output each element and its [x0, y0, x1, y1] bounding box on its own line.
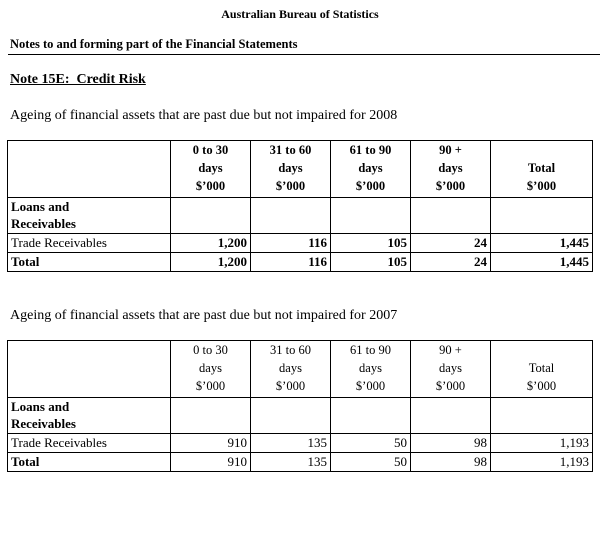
- table-row-total: Total 910 135 50 98 1,193: [7, 452, 593, 472]
- value-cell: 105: [330, 252, 411, 272]
- value-cell: 1,200: [170, 252, 251, 272]
- value-cell: 1,445: [490, 233, 593, 253]
- ageing-table-2007: 0 to 30 days $’000 31 to 60 days $’000 6…: [7, 340, 593, 472]
- column-header-0-30-days: 0 to 30 days $’000: [170, 140, 251, 198]
- column-header-total: Total $’000: [490, 340, 593, 398]
- empty-cell: [170, 197, 251, 234]
- value-cell: 116: [250, 252, 331, 272]
- value-cell: 98: [410, 452, 491, 472]
- value-cell: 98: [410, 433, 491, 453]
- table-row-total: Total 1,200 116 105 24 1,445: [7, 252, 593, 272]
- value-cell: 910: [170, 433, 251, 453]
- table-row-trade-receivables: Trade Receivables 1,200 116 105 24 1,445: [7, 233, 593, 253]
- column-header-90-plus-days: 90 + days $’000: [410, 140, 491, 198]
- empty-cell: [250, 397, 331, 434]
- empty-cell: [490, 397, 593, 434]
- column-header-31-60-days: 31 to 60 days $’000: [250, 340, 331, 398]
- empty-corner-cell: [7, 140, 171, 198]
- empty-cell: [410, 397, 491, 434]
- value-cell: 24: [410, 233, 491, 253]
- note-title-text: Note 15E: Credit Risk: [10, 72, 146, 87]
- org-title: Australian Bureau of Statistics: [221, 7, 379, 21]
- column-header-0-30-days: 0 to 30 days $’000: [170, 340, 251, 398]
- row-label-loans-and-receivables: Loans and Receivables: [7, 397, 171, 434]
- column-header-31-60-days: 31 to 60 days $’000: [250, 140, 331, 198]
- doc-header: Notes to and forming part of the Financi…: [8, 37, 600, 55]
- value-cell: 50: [330, 433, 411, 453]
- ageing-table-2008: 0 to 30 days $’000 31 to 60 days $’000 6…: [7, 140, 593, 272]
- value-cell: 24: [410, 252, 491, 272]
- row-label-trade-receivables: Trade Receivables: [7, 233, 171, 253]
- value-cell: 116: [250, 233, 331, 253]
- column-header-61-90-days: 61 to 90 days $’000: [330, 140, 411, 198]
- empty-corner-cell: [7, 340, 171, 398]
- table-header-row: 0 to 30 days $’000 31 to 60 days $’000 6…: [7, 140, 593, 198]
- empty-cell: [330, 197, 411, 234]
- table-header-row: 0 to 30 days $’000 31 to 60 days $’000 6…: [7, 340, 593, 398]
- row-label-trade-receivables: Trade Receivables: [7, 433, 171, 453]
- value-cell: 135: [250, 452, 331, 472]
- table-caption-2007: Ageing of financial assets that are past…: [10, 308, 398, 323]
- group-row-loans-and-receivables: Loans and Receivables: [7, 197, 593, 234]
- row-label-total: Total: [7, 452, 171, 472]
- column-header-90-plus-days: 90 + days $’000: [410, 340, 491, 398]
- value-cell: 1,193: [490, 452, 593, 472]
- empty-cell: [330, 397, 411, 434]
- group-row-loans-and-receivables: Loans and Receivables: [7, 397, 593, 434]
- table-caption-2008: Ageing of financial assets that are past…: [10, 108, 398, 123]
- empty-cell: [410, 197, 491, 234]
- column-header-total: Total $’000: [490, 140, 593, 198]
- table-row-trade-receivables: Trade Receivables 910 135 50 98 1,193: [7, 433, 593, 453]
- empty-cell: [170, 397, 251, 434]
- value-cell: 105: [330, 233, 411, 253]
- empty-cell: [250, 197, 331, 234]
- row-label-total: Total: [7, 252, 171, 272]
- empty-cell: [490, 197, 593, 234]
- note-title: Note 15E: Credit Risk: [10, 72, 600, 88]
- column-header-61-90-days: 61 to 90 days $’000: [330, 340, 411, 398]
- value-cell: 1,445: [490, 252, 593, 272]
- value-cell: 50: [330, 452, 411, 472]
- value-cell: 135: [250, 433, 331, 453]
- value-cell: 1,193: [490, 433, 593, 453]
- value-cell: 1,200: [170, 233, 251, 253]
- row-label-loans-and-receivables: Loans and Receivables: [7, 197, 171, 234]
- value-cell: 910: [170, 452, 251, 472]
